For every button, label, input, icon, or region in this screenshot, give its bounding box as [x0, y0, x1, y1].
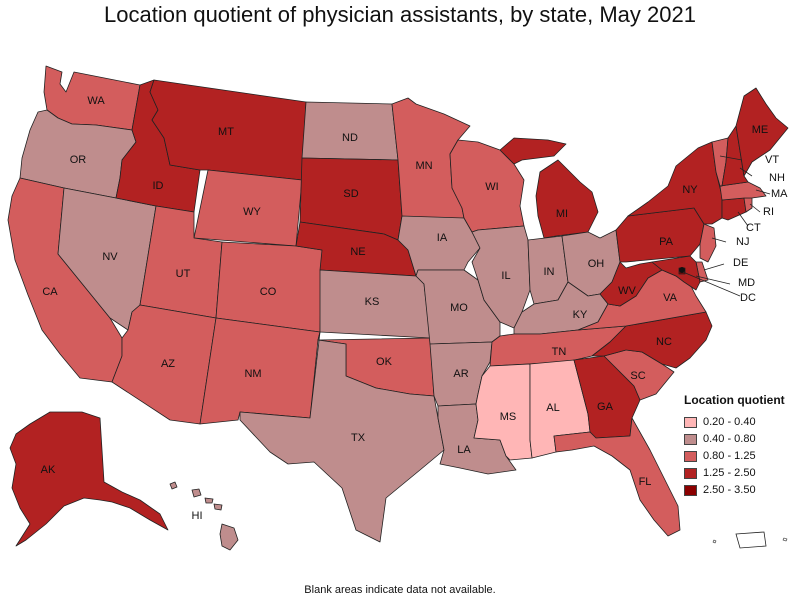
legend-label: 0.80 - 1.25: [703, 450, 756, 462]
label-id: ID: [153, 180, 164, 192]
label-me: ME: [752, 124, 769, 136]
legend-item: 2.50 - 3.50: [684, 482, 796, 498]
label-ky: KY: [573, 309, 588, 321]
legend-label: 0.40 - 0.80: [703, 433, 756, 445]
label-tx: TX: [351, 432, 366, 444]
label-vt: VT: [765, 154, 779, 166]
legend-title: Location quotient: [684, 393, 785, 407]
legend: Location quotient 0.20 - 0.40 0.40 - 0.8…: [684, 393, 796, 499]
label-la: LA: [457, 444, 471, 456]
label-al: AL: [546, 402, 559, 414]
legend-item: 0.20 - 0.40: [684, 414, 796, 430]
legend-label: 1.25 - 2.50: [703, 467, 756, 479]
label-sd: SD: [343, 188, 358, 200]
label-ny: NY: [682, 184, 698, 196]
legend-swatch: [684, 484, 697, 496]
label-va: VA: [663, 292, 678, 304]
label-wa: WA: [87, 95, 105, 107]
label-nj: NJ: [736, 236, 749, 248]
label-nc: NC: [656, 336, 672, 348]
label-ne: NE: [350, 246, 365, 258]
legend-label: 2.50 - 3.50: [703, 484, 756, 496]
state-me[interactable]: [735, 87, 789, 177]
legend-swatch: [684, 450, 697, 462]
legend-swatch: [684, 416, 697, 428]
label-co: CO: [260, 286, 277, 298]
label-de: DE: [733, 257, 748, 269]
state-tx[interactable]: [239, 331, 445, 543]
label-il: IL: [501, 270, 510, 282]
label-nm: NM: [244, 368, 261, 380]
puerto-rico-no-data: [712, 531, 788, 549]
state-labels: WA OR CA NV ID MT WY UT AZ CO NM ND SD N…: [41, 95, 789, 522]
label-az: AZ: [161, 358, 175, 370]
label-md: MD: [738, 277, 755, 289]
dc-marker: [679, 267, 685, 273]
state-mi[interactable]: [499, 137, 599, 239]
legend-item: 0.40 - 0.80: [684, 431, 796, 447]
label-or: OR: [70, 154, 87, 166]
label-mi: MI: [556, 208, 568, 220]
label-in: IN: [544, 266, 555, 278]
label-wi: WI: [485, 181, 498, 193]
state-md[interactable]: [651, 255, 701, 291]
footnote: Blank areas indicate data not available.: [304, 584, 496, 596]
label-mo: MO: [450, 302, 468, 314]
label-ia: IA: [437, 232, 448, 244]
label-ks: KS: [365, 296, 380, 308]
label-nd: ND: [342, 132, 358, 144]
label-tn: TN: [552, 346, 567, 358]
label-ri: RI: [763, 206, 774, 218]
label-ak: AK: [41, 464, 56, 476]
legend-item: 0.80 - 1.25: [684, 448, 796, 464]
legend-item: 1.25 - 2.50: [684, 465, 796, 481]
state-ct[interactable]: [721, 197, 747, 221]
label-wy: WY: [243, 206, 261, 218]
label-ca: CA: [42, 286, 58, 298]
label-dc: DC: [740, 292, 756, 304]
label-nv: NV: [102, 251, 118, 263]
map-title: Location quotient of physician assistant…: [104, 2, 696, 27]
legend-swatch: [684, 433, 697, 445]
label-mn: MN: [415, 160, 432, 172]
state-ak[interactable]: [9, 411, 169, 547]
label-ma: MA: [771, 188, 788, 200]
legend-label: 0.20 - 0.40: [703, 416, 756, 428]
label-wv: WV: [618, 285, 636, 297]
state-ma[interactable]: [719, 181, 767, 201]
label-mt: MT: [218, 126, 234, 138]
label-sc: SC: [630, 370, 645, 382]
legend-swatch: [684, 467, 697, 479]
label-pa: PA: [659, 236, 674, 248]
label-ct: CT: [746, 222, 761, 234]
state-fl[interactable]: [553, 417, 681, 537]
label-hi: HI: [192, 510, 203, 522]
label-ga: GA: [597, 401, 614, 413]
leader-lines: [682, 155, 771, 297]
label-oh: OH: [588, 258, 605, 270]
label-ok: OK: [376, 356, 393, 368]
label-ut: UT: [176, 268, 191, 280]
label-fl: FL: [639, 476, 652, 488]
label-nh: NH: [769, 172, 785, 184]
state-nj[interactable]: [699, 223, 717, 263]
label-ar: AR: [453, 368, 468, 380]
label-ms: MS: [500, 411, 517, 423]
state-hi[interactable]: [169, 481, 239, 551]
